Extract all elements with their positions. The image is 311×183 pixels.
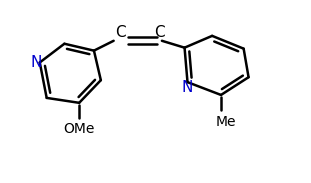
Text: C: C (115, 25, 126, 40)
Text: C: C (155, 25, 165, 40)
Text: OMe: OMe (63, 122, 95, 136)
Text: Me: Me (216, 115, 236, 128)
Text: N: N (182, 80, 193, 95)
Text: N: N (30, 55, 42, 70)
